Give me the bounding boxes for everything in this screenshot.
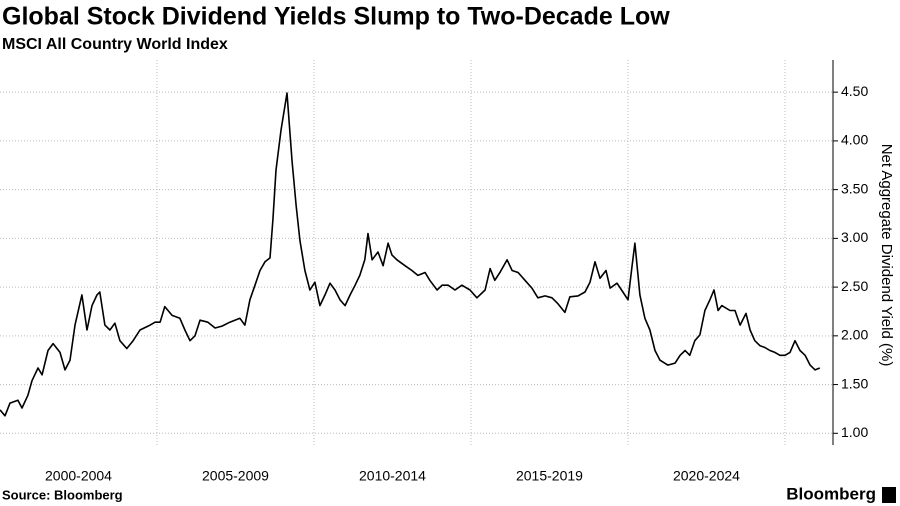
y-tick-label: 1.00: [841, 424, 868, 440]
x-tick-label: 2000-2004: [45, 468, 112, 484]
brand-icon: [882, 487, 896, 503]
x-tick-label: 2015-2019: [516, 468, 583, 484]
x-tick-label: 2010-2014: [359, 468, 426, 484]
y-tick-label: 3.00: [841, 229, 868, 245]
x-tick-label: 2005-2009: [202, 468, 269, 484]
y-tick-label: 3.50: [841, 180, 868, 196]
y-tick-label: 4.00: [841, 132, 868, 148]
chart-title: Global Stock Dividend Yields Slump to Tw…: [2, 3, 670, 31]
y-tick-label: 4.50: [841, 83, 868, 99]
y-tick-label: 2.50: [841, 278, 868, 294]
line-series: [0, 92, 821, 417]
y-tick-label: 2.00: [841, 327, 868, 343]
y-tick-label: 1.50: [841, 375, 868, 391]
y-axis-title: Net Aggregate Dividend Yield (%): [878, 144, 895, 367]
chart-subtitle: MSCI All Country World Index: [2, 36, 228, 53]
brand: Bloomberg: [786, 484, 876, 503]
x-tick-label: 2020-2024: [673, 468, 740, 484]
source: Source: Bloomberg: [2, 487, 123, 502]
